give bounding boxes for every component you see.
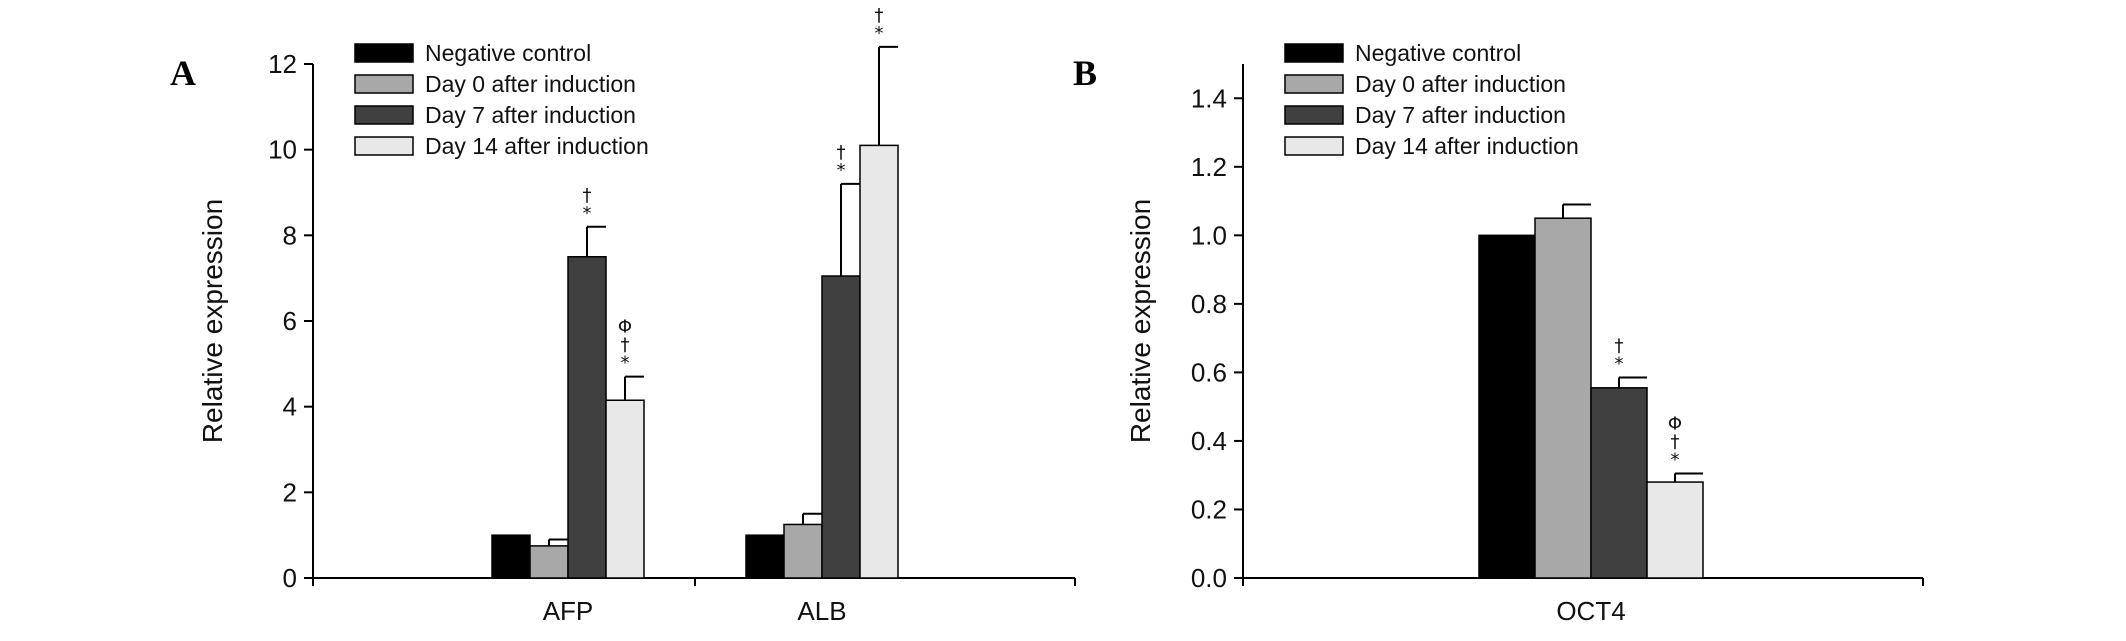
bar <box>821 275 861 579</box>
bar <box>1534 217 1592 579</box>
significance-marker: * <box>621 353 630 374</box>
bar <box>783 523 823 579</box>
y-axis-title: Relative expression <box>1125 199 1156 443</box>
y-tick-label: 8 <box>283 220 297 250</box>
legend-swatch <box>354 136 414 156</box>
y-tick-label: 0.2 <box>1191 494 1227 524</box>
significance-marker: † <box>621 335 630 356</box>
significance-marker: Φ <box>618 317 632 338</box>
y-axis-title: Relative expression <box>197 199 228 443</box>
y-tick-label: 4 <box>283 392 297 422</box>
y-tick-label: 12 <box>268 49 297 79</box>
legend-entry: Day 14 after induction <box>1355 133 1579 159</box>
legend-entry: Day 0 after induction <box>1355 71 1566 97</box>
y-tick-label: 1.0 <box>1191 220 1227 250</box>
legend-entry: Day 0 after induction <box>425 71 636 97</box>
legend-swatch <box>1284 43 1344 63</box>
legend-entry: Day 7 after induction <box>1355 102 1566 128</box>
significance-marker: * <box>583 203 592 224</box>
significance-marker: * <box>1615 354 1624 375</box>
bar <box>1478 234 1536 579</box>
legend-swatch <box>354 43 414 63</box>
legend-entry: Negative control <box>1355 40 1521 66</box>
bar <box>567 256 607 579</box>
y-tick-label: 6 <box>283 306 297 336</box>
x-tick-label: OCT4 <box>1556 596 1625 626</box>
legend-swatch <box>354 105 414 125</box>
legend-entry: Negative control <box>425 40 591 66</box>
bar <box>745 534 785 579</box>
legend-swatch <box>354 74 414 94</box>
legend-entry: Day 7 after induction <box>425 102 636 128</box>
legend: Negative control Day 0 after induction Day… <box>354 40 649 159</box>
x-tick-label: AFP <box>543 596 594 626</box>
significance-marker: † <box>875 5 884 26</box>
significance-marker: Φ <box>1668 413 1682 434</box>
y-tick-label: 0.4 <box>1191 426 1227 456</box>
bar <box>1646 481 1704 579</box>
significance-marker: † <box>1615 336 1624 357</box>
bar <box>491 534 531 579</box>
bar <box>1590 387 1648 579</box>
significance-marker: * <box>837 160 846 181</box>
chart-panel-b: B Relative expression 0.0 0.2 0.4 0.6 0.8 1.0 1.… <box>1073 40 1924 626</box>
y-tick-label: 1.4 <box>1191 83 1227 113</box>
bar <box>859 144 899 579</box>
legend-swatch <box>1284 136 1344 156</box>
y-tick-label: 0.8 <box>1191 289 1227 319</box>
legend-entry: Day 14 after induction <box>425 133 649 159</box>
legend: Negative control Day 0 after induction Day… <box>1284 40 1579 159</box>
bar <box>605 399 645 579</box>
significance-marker: * <box>875 23 884 44</box>
x-tick-label: ALB <box>797 596 846 626</box>
legend-swatch <box>1284 105 1344 125</box>
significance-marker: * <box>1671 449 1680 470</box>
significance-marker: † <box>583 185 592 206</box>
panel-label: A <box>170 53 196 93</box>
y-tick-label: 0.6 <box>1191 357 1227 387</box>
bar <box>529 545 569 579</box>
y-tick-label: 0 <box>283 563 297 593</box>
y-tick-label: 10 <box>268 135 297 165</box>
legend-swatch <box>1284 74 1344 94</box>
panel-label: B <box>1073 53 1097 93</box>
y-tick-label: 0.0 <box>1191 563 1227 593</box>
y-tick-label: 1.2 <box>1191 152 1227 182</box>
y-tick-label: 2 <box>283 477 297 507</box>
significance-marker: † <box>1671 431 1680 452</box>
significance-marker: † <box>837 142 846 163</box>
